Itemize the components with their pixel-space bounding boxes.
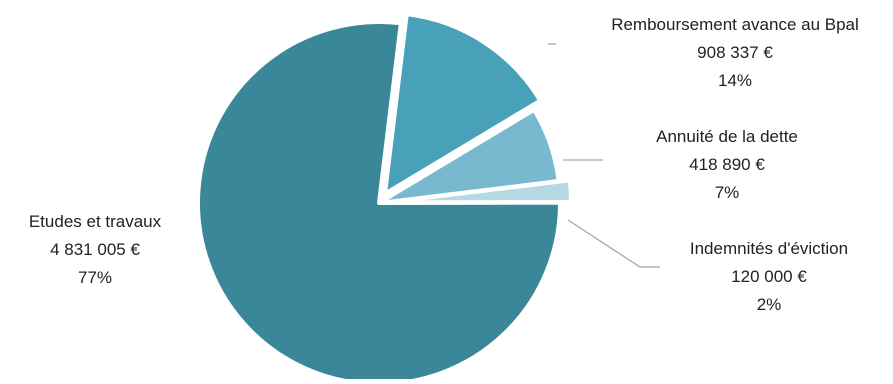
data-label-4: Etudes et travaux 4 831 005 € 77% bbox=[29, 212, 162, 287]
data-label-percent: 2% bbox=[757, 295, 782, 314]
pie-slice-4 bbox=[196, 20, 562, 384]
data-label-name: Etudes et travaux bbox=[29, 212, 162, 231]
data-label-percent: 77% bbox=[78, 268, 112, 287]
data-label-2: Annuité de la dette 418 890 € 7% bbox=[656, 127, 798, 202]
data-label-value: 120 000 € bbox=[731, 267, 807, 286]
data-label-1: Remboursement avance au Bpal 908 337 € 14% bbox=[611, 15, 859, 90]
data-label-3: Indemnités d'éviction 120 000 € 2% bbox=[690, 239, 848, 314]
data-label-value: 418 890 € bbox=[689, 155, 765, 174]
data-label-value: 4 831 005 € bbox=[50, 240, 140, 259]
data-label-percent: 7% bbox=[715, 183, 740, 202]
leader-line-3 bbox=[567, 219, 660, 268]
data-label-name: Annuité de la dette bbox=[656, 127, 798, 146]
data-label-name: Remboursement avance au Bpal bbox=[611, 15, 859, 34]
data-label-name: Indemnités d'éviction bbox=[690, 239, 848, 258]
data-labels-layer: Remboursement avance au Bpal 908 337 € 14%… bbox=[29, 15, 859, 314]
slices-layer bbox=[196, 12, 573, 384]
data-label-percent: 14% bbox=[718, 71, 752, 90]
pie-slice-1 bbox=[382, 12, 543, 196]
leader-lines-layer bbox=[548, 43, 660, 268]
data-label-value: 908 337 € bbox=[697, 43, 773, 62]
pie-slice-3 bbox=[387, 178, 573, 205]
